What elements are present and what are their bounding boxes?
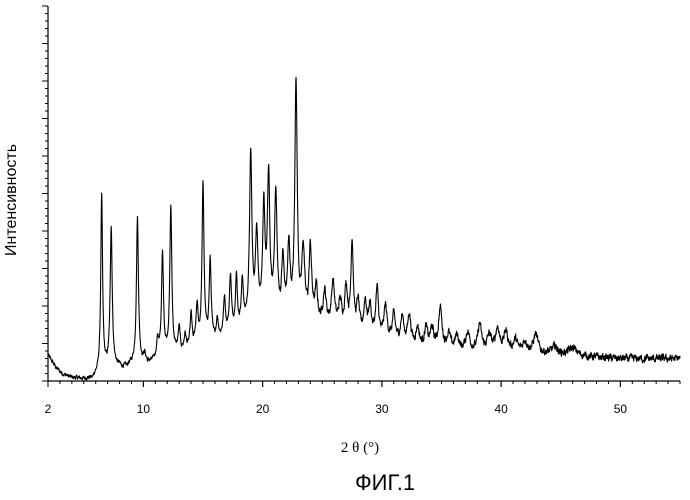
axes (48, 6, 680, 381)
x-ticks: 2 10 20 30 40 50 (45, 381, 680, 416)
y-tick-marks (42, 6, 48, 381)
x-tick-label: 40 (494, 402, 508, 416)
x-tick-label: 20 (256, 402, 270, 416)
y-axis-label: Интенсивность (3, 130, 31, 270)
x-tick-label: 10 (137, 402, 151, 416)
x-tick-label: 2 (45, 402, 52, 416)
x-tick-label: 50 (614, 402, 628, 416)
diffraction-pattern-line (48, 77, 680, 380)
figure-caption: ФИГ.1 (330, 470, 440, 496)
x-axis-label: 2 θ (°) (300, 440, 420, 457)
x-tick-label: 30 (375, 402, 389, 416)
